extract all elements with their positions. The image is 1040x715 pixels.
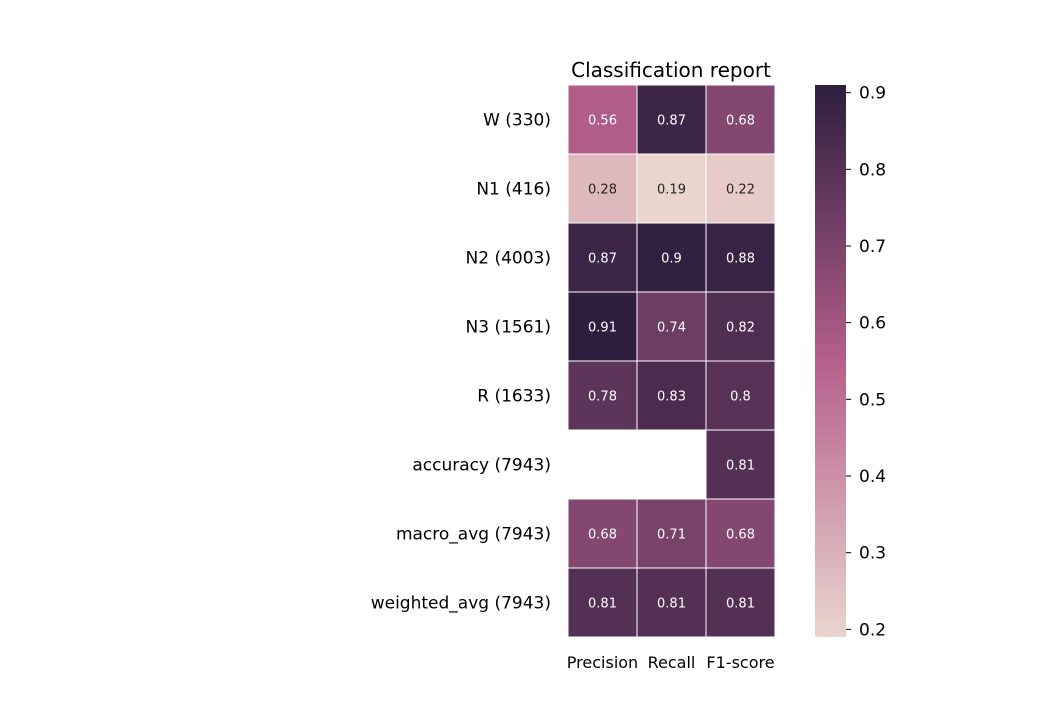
heatmap-cell [567, 360, 638, 431]
heatmap-cell [705, 84, 776, 155]
colorbar-tick-label: 0.4 [859, 467, 886, 487]
heatmap-cell [636, 360, 707, 431]
cell-value-label: 0.19 [657, 183, 686, 198]
cell-value-label: 0.87 [588, 252, 617, 267]
cell-value-label: 0.81 [657, 597, 686, 612]
row-label: weighted_avg (7943) [371, 594, 551, 614]
heatmap-cell [636, 222, 707, 293]
cell-value-label: 0.8 [730, 390, 751, 405]
cell-value-label: 0.9 [661, 252, 682, 267]
cell-value-label: 0.28 [588, 183, 617, 198]
chart-title: Classification report [571, 58, 771, 82]
heatmap-cell [636, 84, 707, 155]
heatmap-cells: 0.56 0.87 0.68 0.28 0.19 0.22 0.87 0.9 0.88 0.91 0… [567, 84, 776, 638]
column-label: F1-score [706, 653, 774, 672]
cell-value-label: 0.81 [588, 597, 617, 612]
row-label: accuracy (7943) [412, 456, 551, 476]
heatmap-cell [567, 498, 638, 569]
row-label: N1 (416) [476, 180, 551, 200]
cell-value-label: 0.81 [726, 597, 755, 612]
colorbar-tick-label: 0.8 [859, 160, 886, 180]
row-label: W (330) [483, 111, 551, 131]
colorbar-gradient [815, 85, 846, 637]
cell-value-label: 0.71 [657, 528, 686, 543]
colorbar: 0.2 0.3 0.4 0.5 0.6 0.7 0.8 0.9 [815, 84, 886, 640]
heatmap-cell [705, 153, 776, 224]
heatmap-cell [636, 567, 707, 638]
heatmap-cell [636, 498, 707, 569]
heatmap-cell [705, 567, 776, 638]
heatmap-cell [567, 84, 638, 155]
row-label: N2 (4003) [466, 249, 551, 269]
cell-value-label: 0.56 [588, 114, 617, 129]
column-label: Precision [567, 653, 638, 672]
heatmap-cell [567, 567, 638, 638]
cell-value-label: 0.68 [588, 528, 617, 543]
column-labels: Precision Recall F1-score [567, 653, 775, 672]
cell-value-label: 0.87 [657, 114, 686, 129]
colorbar-tick-label: 0.6 [859, 314, 886, 334]
heatmap-cell [705, 498, 776, 569]
cell-value-label: 0.83 [657, 390, 686, 405]
colorbar-tick-label: 0.2 [859, 620, 886, 640]
cell-value-label: 0.68 [726, 528, 755, 543]
colorbar-tick-label: 0.7 [859, 237, 886, 257]
colorbar-tick-label: 0.5 [859, 390, 886, 410]
cell-value-label: 0.81 [726, 459, 755, 474]
colorbar-tick-label: 0.3 [859, 544, 886, 564]
column-label: Recall [648, 653, 696, 672]
cell-value-label: 0.22 [726, 183, 755, 198]
heatmap-cell [705, 291, 776, 362]
heatmap-cell [567, 291, 638, 362]
cell-value-label: 0.74 [657, 321, 686, 336]
heatmap-cell [567, 153, 638, 224]
row-labels: W (330) N1 (416) N2 (4003) N3 (1561) R (1633… [371, 111, 551, 614]
cell-value-label: 0.68 [726, 114, 755, 129]
colorbar-tick-label: 0.9 [859, 84, 886, 104]
cell-value-label: 0.91 [588, 321, 617, 336]
row-label: R (1633) [477, 387, 551, 407]
row-label: N3 (1561) [466, 318, 551, 338]
cell-value-label: 0.88 [726, 252, 755, 267]
cell-value-label: 0.78 [588, 390, 617, 405]
heatmap-cell [705, 429, 776, 500]
heatmap-cell [705, 360, 776, 431]
row-label: macro_avg (7943) [396, 525, 551, 545]
cell-value-label: 0.82 [726, 321, 755, 336]
